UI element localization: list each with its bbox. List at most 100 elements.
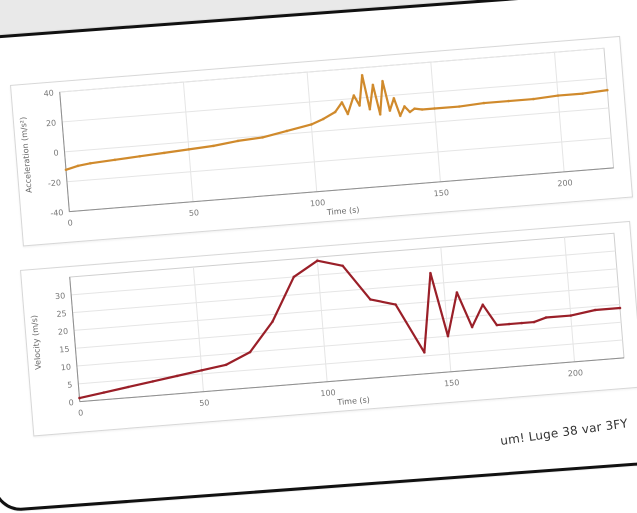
x-tick-label: 200: [567, 368, 583, 378]
series-point: [224, 363, 228, 367]
series-point: [495, 323, 499, 327]
series-line: [64, 74, 609, 171]
series-point: [470, 325, 474, 329]
series-point: [388, 109, 392, 113]
series-point: [420, 108, 424, 111]
velocity-chart-panel: 0 50 100 150 200 0 5 10 15 20 25 30 Time (s) Velocity…: [20, 220, 637, 437]
series-point: [581, 92, 585, 95]
series-point: [76, 164, 80, 168]
x-tick-label: 200: [557, 178, 573, 188]
series-point: [507, 99, 511, 103]
series-point: [429, 271, 432, 275]
x-gridline: [306, 72, 318, 192]
x-tick-label: 0: [78, 408, 84, 417]
x-tick-label: 100: [320, 388, 336, 398]
y-axis: [69, 276, 81, 402]
series-point: [340, 101, 344, 104]
series-point: [532, 320, 536, 324]
series-point: [352, 94, 356, 97]
series-point: [520, 321, 524, 325]
y-tick-label: 10: [60, 363, 71, 373]
y-gridline: [72, 268, 617, 314]
series-point: [392, 96, 396, 100]
series-point: [315, 259, 319, 263]
series-point: [126, 385, 130, 389]
x-axis: [69, 167, 614, 213]
series-point: [368, 107, 372, 111]
series-point: [358, 104, 361, 107]
series-point: [248, 350, 252, 354]
velocity-chart: 0 50 100 150 200 0 5 10 15 20 25 30 Time (s) Velocity…: [30, 232, 625, 418]
series-point: [64, 168, 68, 172]
y-gridline: [59, 47, 605, 93]
x-tick-label: 150: [444, 378, 460, 388]
y-gridline: [75, 303, 620, 349]
series-point: [271, 320, 274, 324]
y-gridline: [71, 250, 616, 296]
x-gridline: [563, 237, 576, 362]
series-point: [138, 154, 141, 158]
y-axis: [59, 91, 70, 212]
series-point: [236, 139, 240, 143]
series-point: [371, 83, 375, 87]
series-point: [556, 94, 560, 97]
y-gridline: [78, 339, 623, 385]
y-tick-label: 30: [55, 291, 66, 301]
series-point: [78, 396, 81, 400]
series-point: [187, 147, 191, 151]
y-tick-label: 0: [68, 398, 74, 407]
series-point: [381, 79, 384, 83]
series-point: [200, 368, 204, 372]
y-axis-label: Acceleration (m/s²): [19, 117, 34, 194]
series-point: [309, 123, 313, 126]
acceleration-chart: 0 50 100 150 200 -40 -20 0 20 40 Time (s) Accelerat…: [19, 47, 615, 228]
series-point: [593, 308, 597, 312]
series-point: [360, 73, 364, 77]
series-point: [151, 380, 155, 383]
series-point: [378, 113, 382, 116]
acceleration-chart-panel: 0 50 100 150 200 -40 -20 0 20 40 Time (s) Accelerat…: [10, 35, 634, 247]
series-point: [455, 291, 459, 294]
series-point: [457, 105, 461, 108]
series-point: [321, 117, 325, 121]
series-point: [333, 110, 337, 114]
series-point: [482, 101, 486, 105]
series-line: [78, 259, 622, 400]
y-tick-label: 20: [58, 327, 69, 337]
y-tick-label: 40: [43, 89, 54, 99]
y-gridline: [62, 77, 607, 123]
series-point: [605, 88, 609, 92]
series-point: [261, 136, 264, 139]
y-tick-label: -20: [48, 178, 62, 188]
series-point: [531, 97, 535, 101]
x-gridline: [182, 82, 194, 202]
series-point: [422, 351, 426, 354]
series-point: [403, 105, 406, 108]
y-tick-label: 0: [53, 148, 59, 157]
x-axis-label: Time (s): [326, 205, 360, 217]
x-tick-label: 150: [433, 188, 449, 198]
y-gridline: [64, 107, 609, 153]
series-point: [398, 114, 402, 118]
series-point: [481, 303, 485, 307]
y-tick-label: 25: [56, 309, 67, 319]
y-gridline: [73, 286, 619, 331]
series-point: [346, 112, 350, 116]
y-tick-label: -40: [50, 208, 64, 218]
series-point: [569, 314, 573, 317]
y-tick-label: 5: [67, 380, 73, 389]
x-tick-label: 100: [310, 198, 326, 208]
series-point: [292, 275, 296, 279]
series-point: [446, 334, 450, 338]
x-tick-label: 0: [67, 218, 73, 227]
series-point: [113, 158, 117, 162]
series-point: [394, 303, 398, 306]
series-point: [413, 107, 417, 111]
x-gridline: [553, 52, 565, 172]
x-axis: [79, 357, 625, 403]
y-gridline: [66, 137, 612, 183]
series-point: [618, 306, 622, 310]
series-point: [341, 264, 345, 268]
series-point: [162, 151, 166, 155]
x-gridline: [430, 62, 441, 182]
